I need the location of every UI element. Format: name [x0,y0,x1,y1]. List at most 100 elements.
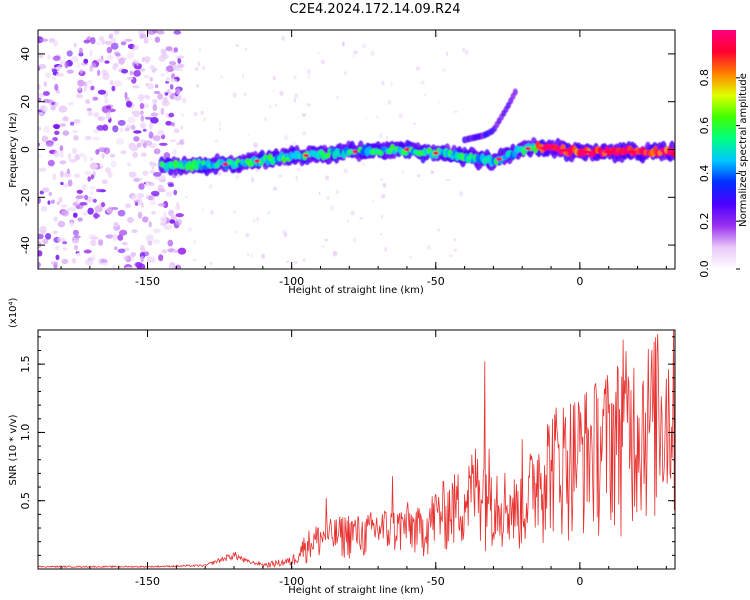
noise-speckle [434,32,439,38]
noise-speckle [133,62,142,70]
noise-speckle [168,209,175,216]
noise-speckle [175,219,183,226]
noise-speckle [38,233,44,240]
noise-speckle-layer [38,30,469,269]
noise-speckle [152,103,158,112]
noise-speckle [352,237,357,243]
ridge-layer [158,88,675,177]
noise-speckle [90,37,96,45]
noise-speckle [83,58,89,64]
noise-speckle [246,253,250,256]
noise-speckle [71,147,78,154]
noise-speckle [38,142,41,147]
noise-speckle [110,207,119,210]
noise-speckle [84,194,89,201]
noise-speckle [335,189,340,195]
colorbar-ticks: 0.0 0.2 0.4 0.6 0.8 [698,69,740,278]
noise-speckle [39,225,47,234]
noise-speckle [272,76,277,81]
noise-speckle [139,102,145,110]
x-tick-label: -100 [279,275,304,288]
noise-speckle [151,211,156,215]
noise-speckle [424,93,426,97]
noise-speckle [464,49,469,56]
noise-speckle [101,179,108,184]
noise-speckle [413,122,416,125]
ridge-peak [539,146,552,150]
noise-speckle [87,207,94,215]
noise-speckle [84,170,92,176]
spectrogram-x-axis-label: Height of straight line (km) [288,285,424,296]
noise-speckle [133,177,140,183]
noise-speckle [69,121,75,126]
noise-speckle [147,182,155,186]
noise-speckle [293,260,298,264]
noise-speckle [147,234,155,242]
noise-speckle [101,201,105,208]
noise-speckle [269,104,272,109]
noise-speckle [64,61,69,69]
noise-speckle [53,40,58,47]
noise-speckle [180,125,184,130]
noise-speckle [217,171,222,176]
noise-speckle [202,65,205,70]
noise-speckle [71,240,80,244]
noise-speckle [158,203,166,207]
noise-speckle [99,163,104,168]
noise-speckle [346,219,349,223]
noise-speckle [60,123,66,127]
noise-speckle [90,254,96,262]
noise-speckle [168,264,174,269]
x-tick-label: -150 [135,575,160,588]
noise-speckle [219,121,221,127]
noise-speckle [152,30,159,34]
noise-speckle [173,128,180,134]
spectrogram-x-ticks: -150 -100 -50 0 [60,30,667,288]
noise-speckle [62,130,70,136]
snr-x-axis-label: Height of straight line (km) [288,585,424,596]
noise-speckle [158,254,164,262]
x-tick-label: -50 [427,575,445,588]
noise-speckle [89,49,93,57]
noise-speckle [157,129,165,136]
noise-speckle [193,111,198,117]
noise-speckle [139,33,144,40]
noise-speckle [104,60,110,64]
noise-speckle [142,251,150,257]
noise-speckle [52,173,57,181]
noise-speckle [182,138,185,144]
noise-speckle [90,174,95,180]
noise-speckle [108,206,113,213]
noise-speckle [101,69,109,76]
colorbar-tick-label: 0.2 [698,212,711,230]
noise-speckle [38,250,43,257]
noise-speckle [302,113,307,117]
noise-speckle [57,237,64,243]
noise-speckle [89,185,96,191]
noise-speckle [430,170,435,175]
noise-speckle [55,254,60,260]
noise-speckle [384,246,388,252]
snr-y-ticks: 0.5 1.0 1.5 [19,336,675,556]
noise-speckle [51,199,55,205]
noise-speckle [96,69,101,76]
colorbar-tick-label: 0.0 [698,260,711,278]
noise-speckle [140,255,145,263]
noise-speckle [126,217,134,223]
noise-speckle [147,240,153,246]
noise-speckle [426,245,432,250]
noise-speckle [134,202,139,206]
noise-speckle [220,75,223,79]
noise-speckle [38,64,47,69]
noise-speckle [100,258,108,264]
noise-speckle [143,103,150,109]
noise-speckle [302,258,306,262]
snr-y-axis-label: SNR (10 * v/v) [8,414,19,485]
noise-speckle [74,244,78,251]
noise-speckle [165,120,172,126]
noise-speckle [167,181,174,186]
ridge-peak [559,148,572,152]
noise-speckle [148,195,153,201]
noise-speckle [172,79,178,83]
noise-speckle [58,196,63,203]
